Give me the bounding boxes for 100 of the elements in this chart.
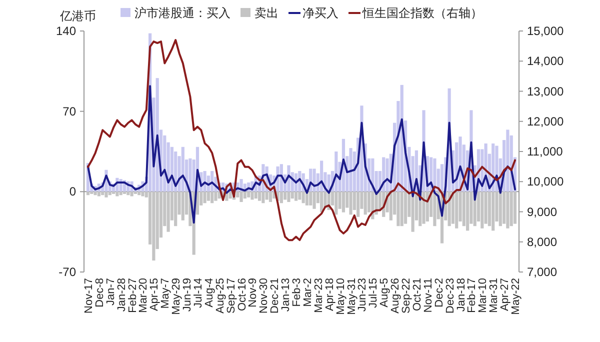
x-tick-label: Apr-27 [499, 278, 512, 312]
bar [254, 192, 258, 199]
y2-tick-label: 7,000 [527, 265, 558, 279]
bar [492, 192, 495, 231]
x-tick-label: Feb-3 [291, 278, 304, 307]
x-tick-label: Jan-28 [116, 278, 128, 312]
bar [298, 192, 302, 200]
bar [334, 192, 338, 215]
bar [152, 192, 156, 261]
line-series [87, 39, 516, 242]
bar [265, 192, 268, 200]
bar [510, 192, 513, 226]
x-tick-label: Sep-22 [400, 278, 413, 314]
x-tick-label: May-7 [160, 278, 172, 309]
x-tick-label: Aug-5 [378, 278, 391, 308]
bar [320, 192, 324, 212]
x-tick-label: Mar-31 [488, 278, 500, 313]
bar [488, 192, 492, 226]
bar [141, 192, 144, 196]
x-tick-label: May-10 [334, 278, 347, 315]
legend-label: 沪市港股通：买入 [134, 6, 230, 20]
x-tick-label: May-31 [346, 278, 358, 315]
x-tick-label: Aug-26 [390, 278, 402, 314]
y-axis-title: 亿港币 [59, 9, 96, 23]
x-tick-label: Aug-25 [214, 278, 226, 314]
bar [258, 192, 262, 201]
bar [386, 158, 389, 192]
x-tick-label: Mar-10 [477, 278, 490, 313]
x-tick-label: Sep-17 [225, 278, 238, 314]
bar [312, 192, 316, 209]
bar [240, 192, 243, 202]
y-tick-label: 70 [62, 104, 76, 118]
bar [130, 192, 134, 196]
bar [455, 192, 458, 228]
bar [108, 192, 112, 196]
x-tick-label: Jan-13 [280, 278, 292, 312]
x-tick-label: Apr-18 [324, 278, 336, 312]
y2-tick-label: 8,000 [527, 234, 558, 249]
bar [138, 192, 141, 196]
bar [364, 192, 367, 215]
bar [287, 192, 290, 202]
bar [280, 192, 283, 204]
bar [97, 192, 100, 196]
bar [349, 148, 352, 192]
bar [181, 192, 184, 220]
line-series [87, 85, 516, 224]
x-tick-label: Jun-19 [182, 278, 194, 312]
x-tick-label: Mar-23 [312, 278, 325, 313]
bar [247, 192, 250, 198]
bar [506, 192, 510, 228]
bar [166, 192, 170, 232]
y2-tick-label: 15,000 [527, 24, 564, 38]
bar [262, 192, 265, 204]
y2-tick-label: 11,000 [527, 144, 564, 158]
bar [214, 192, 218, 201]
bar [422, 192, 426, 224]
bar [126, 192, 130, 196]
bar [400, 192, 404, 226]
bar [342, 192, 346, 212]
x-tick-label: Nov-17 [83, 278, 95, 314]
legend-label: 恒生国企指数（右轴） [362, 6, 482, 20]
x-tick-label: May-29 [170, 278, 183, 315]
bar [243, 192, 246, 199]
bar [268, 192, 272, 202]
x-tick-label: Jul-15 [368, 278, 380, 308]
y2-tick-label: 13,000 [527, 84, 564, 98]
bar [250, 192, 254, 200]
bar [294, 192, 298, 201]
bar [462, 192, 466, 226]
x-tick-label: Nov-11 [422, 278, 434, 313]
x-tick-label: May-22 [510, 278, 522, 315]
y-tick-label: 0 [69, 184, 76, 199]
y2-tick-label: 10,000 [527, 174, 564, 189]
x-tick-label: Dec-2 [433, 278, 446, 308]
bar [101, 192, 104, 196]
legend-label: 卖出 [254, 6, 278, 20]
bar [284, 192, 287, 200]
bar [206, 192, 210, 201]
bar [119, 192, 122, 196]
bar [404, 192, 408, 224]
bar [513, 192, 517, 224]
bar [210, 192, 214, 204]
x-tick-label: Mar-2 [302, 278, 314, 307]
x-tick-label: Dec-23 [444, 278, 456, 314]
bar [203, 192, 206, 204]
x-tick-label: Jun-23 [356, 278, 369, 312]
bar [498, 192, 502, 226]
bar [116, 192, 119, 196]
x-tick-label: Aug-4 [203, 278, 216, 308]
x-tick-label: Oct-16 [236, 278, 248, 312]
x-tick-label: Jan-7 [104, 278, 117, 306]
bar [309, 192, 312, 206]
x-tick-label: Apr-15 [148, 278, 161, 312]
bar [466, 192, 470, 231]
x-tick-label: Feb-27 [126, 278, 139, 313]
x-tick-label: Nov-9 [247, 278, 260, 308]
x-tick-label: Feb-17 [466, 278, 478, 313]
x-tick-label: Nov-30 [258, 278, 270, 314]
bar [396, 192, 400, 226]
bar [228, 192, 232, 199]
